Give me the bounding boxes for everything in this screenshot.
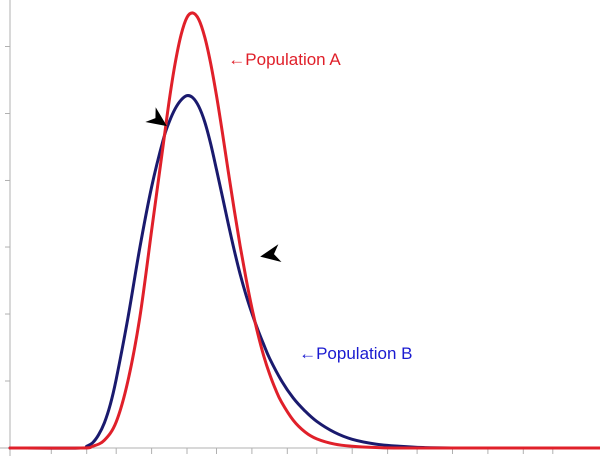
series-line-population-b xyxy=(8,94,600,450)
axis-ticks xyxy=(5,45,554,454)
series-line-population-a xyxy=(8,11,600,450)
arrow-markers xyxy=(145,107,282,262)
annotation-population-b: ←Population B xyxy=(299,344,412,363)
arrow-marker-intersection-right xyxy=(260,244,282,262)
arrow-marker-intersection-left xyxy=(145,107,167,127)
curves xyxy=(8,11,600,450)
annotation-population-a: ←Population A xyxy=(228,50,341,69)
annotations: ←Population A ←Population B xyxy=(228,50,412,363)
